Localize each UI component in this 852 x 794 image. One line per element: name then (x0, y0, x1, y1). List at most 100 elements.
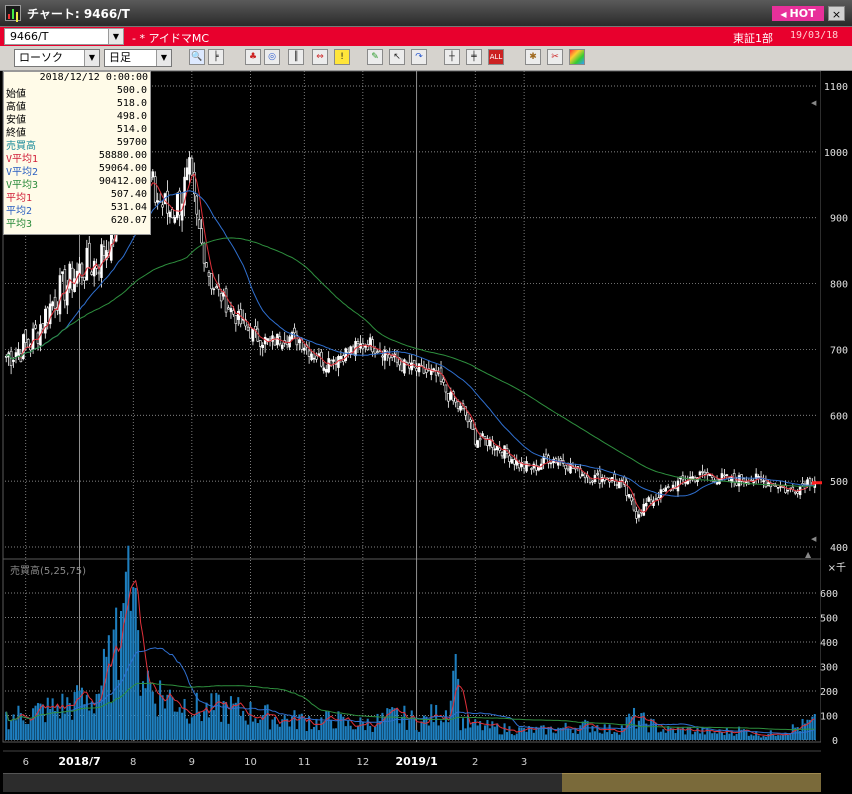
warning-icon[interactable]: ! (334, 49, 350, 65)
candle-b-icon[interactable]: ╪ (466, 49, 482, 65)
volume-bar (247, 724, 250, 740)
volume-bar (447, 722, 450, 740)
volume-bar (461, 718, 465, 740)
volume-bar (711, 733, 714, 740)
candle-body (373, 348, 377, 354)
stock-chart[interactable]: 400 500 600 700 800 900 1000 1100 0 100 200 300 400 5… (0, 71, 852, 794)
info-row-close: 終値 514.0 (4, 124, 150, 139)
volume-bar (403, 705, 406, 740)
tool-icon[interactable]: ✂ (547, 49, 563, 65)
redo-icon[interactable]: ↷ (411, 49, 427, 65)
candle-body (212, 288, 216, 291)
period-select[interactable]: 日足 ▼ (104, 49, 172, 67)
volume-bar (542, 725, 545, 740)
volume-bar (112, 629, 115, 740)
volume-bar (735, 733, 738, 740)
price-tick-label: 500 (830, 477, 848, 488)
chart-type-value: ローソク (19, 51, 63, 64)
candle-body (219, 293, 223, 302)
volume-bar (513, 735, 516, 740)
info-value: 498.0 (116, 111, 147, 122)
candle-body (469, 419, 472, 422)
info-row-open: 始値 500.0 (4, 85, 150, 100)
candle-body (725, 474, 729, 476)
hscale-icon[interactable]: ╞ (208, 49, 224, 65)
chevron-down-icon[interactable]: ▼ (108, 29, 123, 44)
info-value: 620.07 (110, 215, 147, 226)
volume-bar (623, 728, 626, 740)
candle-body (481, 433, 484, 437)
volume-bar (220, 721, 223, 740)
volume-bar (293, 710, 296, 740)
candle-body (503, 445, 506, 459)
info-row-low: 安値 498.0 (4, 111, 150, 126)
search-icon[interactable]: ◎ (264, 49, 280, 65)
volume-bar (14, 720, 18, 740)
indicator-icon[interactable]: ♣ (245, 49, 261, 65)
title-bar: チャート: 9466/T HOT × (0, 0, 852, 27)
volume-bar (337, 711, 340, 740)
volume-tick-label: 300 (820, 663, 838, 674)
chevron-down-icon[interactable]: ▼ (156, 50, 171, 66)
volume-bar (161, 695, 164, 740)
volume-bar (730, 731, 733, 740)
volume-bar (66, 697, 69, 740)
info-value: 59064.00 (98, 163, 147, 174)
scroll-thumb[interactable] (562, 773, 821, 792)
candle-body (764, 479, 768, 488)
volume-bar (391, 707, 394, 740)
zoom-icon[interactable]: 🔍 (189, 49, 205, 65)
close-button[interactable]: × (828, 6, 845, 21)
settings-icon[interactable]: ✱ (525, 49, 541, 65)
candle-body (295, 334, 299, 346)
palette-icon[interactable] (569, 49, 585, 65)
volume-bar (259, 719, 262, 740)
volume-bar (290, 716, 294, 740)
candle-body (422, 366, 426, 374)
volume-bar (630, 716, 633, 740)
volume-bar (381, 712, 384, 740)
volume-bar (320, 717, 323, 740)
candle-body (466, 412, 470, 423)
candle-body (48, 303, 52, 325)
all-icon[interactable]: ALL (488, 49, 504, 65)
volume-bar (635, 728, 638, 740)
volume-bar (459, 730, 462, 740)
columns-icon[interactable]: ║ (288, 49, 304, 65)
candle-a-icon[interactable]: ┼ (444, 49, 460, 65)
cursor-icon[interactable]: ↖ (389, 49, 405, 65)
candle-body (258, 340, 262, 347)
volume-bar (132, 587, 135, 740)
volume-bar (212, 710, 215, 740)
chevron-down-icon[interactable]: ▼ (84, 50, 99, 66)
volume-bar (234, 702, 237, 740)
info-row-ma2: 平均2 531.04 (4, 202, 150, 217)
volume-bar (300, 713, 303, 740)
volume-bar (315, 718, 318, 740)
market-label: 東証1部 (733, 32, 773, 45)
hot-button[interactable]: HOT (772, 6, 824, 21)
time-tick-label: 3 (521, 757, 527, 768)
volume-bar (371, 731, 374, 740)
candle-body (168, 211, 172, 218)
volume-bar (242, 710, 245, 740)
volume-bar (41, 704, 44, 740)
volume-bar (73, 691, 76, 740)
volume-bar (134, 587, 137, 740)
volume-bar (271, 719, 274, 740)
volume-bar (369, 725, 372, 740)
volume-bar (554, 733, 557, 740)
arrow-icon[interactable]: ⇔ (312, 49, 328, 65)
chart-type-select[interactable]: ローソク ▼ (14, 49, 100, 67)
volume-bar (789, 733, 792, 740)
pen-icon[interactable]: ✎ (367, 49, 383, 65)
stock-code-input[interactable]: 9466/T ▼ (4, 28, 124, 45)
candle-body (654, 498, 658, 501)
volume-bar (652, 719, 655, 740)
volume-bar (435, 704, 438, 740)
volume-bar (498, 734, 501, 740)
volume-bar (129, 610, 132, 740)
info-label: 始値 (6, 89, 26, 100)
candle-body (261, 344, 264, 349)
volume-bar (598, 732, 601, 740)
